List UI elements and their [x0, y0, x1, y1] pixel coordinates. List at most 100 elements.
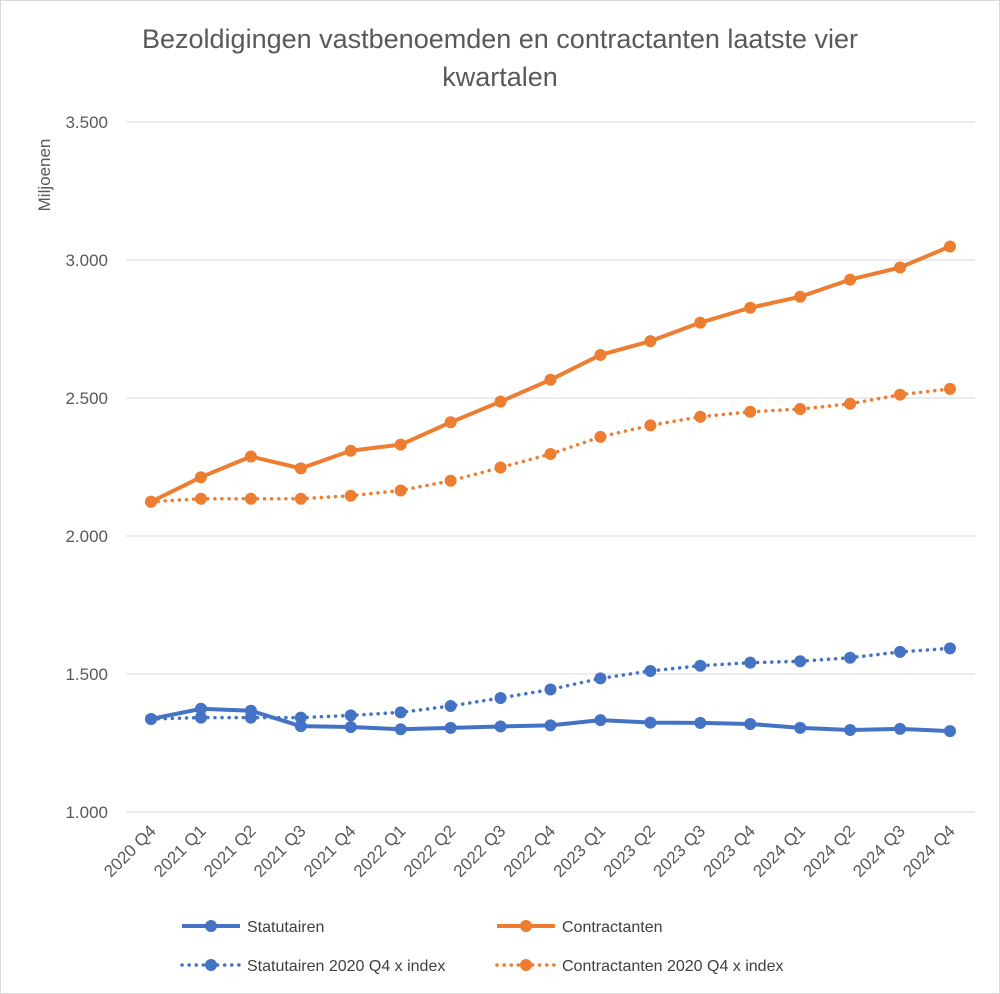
- y-tick-label: 3.500: [65, 113, 108, 132]
- data-point: [744, 405, 757, 418]
- legend-label: Contractanten: [562, 919, 663, 936]
- data-point: [394, 484, 407, 497]
- legend-marker: [205, 920, 217, 932]
- legend-marker: [520, 920, 532, 932]
- data-point: [944, 725, 956, 738]
- x-tick-label: 2021 Q3: [250, 821, 310, 881]
- data-point: [844, 724, 857, 737]
- legend: Statutairen Contractanten Statutairen 2020…: [180, 919, 783, 975]
- data-point: [644, 335, 657, 348]
- data-point: [344, 720, 357, 733]
- legend-label: Statutairen 2020 Q4 x index: [247, 958, 445, 975]
- y-tick-label: 2.000: [65, 527, 108, 546]
- data-point: [694, 659, 707, 672]
- data-point: [894, 722, 907, 735]
- legend-item: Statutairen 2020 Q4 x index: [180, 958, 445, 975]
- x-tick-label: 2022 Q2: [400, 821, 460, 881]
- data-point: [944, 240, 956, 253]
- data-point: [494, 395, 507, 408]
- data-point: [294, 711, 307, 724]
- data-point: [844, 273, 857, 286]
- x-tick-label: 2022 Q1: [350, 821, 410, 881]
- series-3: [145, 382, 956, 508]
- data-point: [594, 672, 607, 685]
- y-axis-ticks: 1.000 1.500 2.000 2.500 3.000 3.500: [65, 113, 108, 822]
- data-point: [944, 382, 956, 395]
- data-point: [544, 373, 557, 386]
- data-point: [294, 720, 307, 733]
- data-point: [644, 716, 657, 729]
- data-point: [444, 416, 457, 429]
- y-tick-label: 1.500: [65, 665, 108, 684]
- data-point: [744, 717, 757, 730]
- data-point: [294, 492, 307, 505]
- x-tick-label: 2023 Q1: [550, 821, 610, 881]
- legend-item: Contractanten 2020 Q4 x index: [495, 958, 783, 975]
- data-point: [444, 721, 457, 734]
- data-point: [194, 711, 207, 724]
- data-point: [794, 655, 807, 668]
- data-point: [594, 348, 607, 361]
- x-tick-label: 2024 Q2: [799, 821, 859, 881]
- data-point: [394, 706, 407, 719]
- data-point: [794, 290, 807, 303]
- chart-title-line-2: kwartalen: [442, 62, 558, 92]
- series-0: [145, 702, 956, 738]
- data-point: [145, 712, 157, 725]
- y-tick-label: 1.000: [65, 803, 108, 822]
- data-point: [694, 716, 707, 729]
- data-point: [944, 642, 956, 655]
- x-tick-label: 2022 Q4: [500, 821, 560, 881]
- y-tick-label: 2.500: [65, 389, 108, 408]
- x-tick-label: 2023 Q4: [700, 821, 760, 881]
- legend-marker: [205, 959, 217, 971]
- x-tick-label: 2020 Q4: [100, 821, 160, 881]
- data-point: [894, 261, 907, 274]
- data-point: [194, 702, 207, 715]
- data-point: [444, 474, 457, 487]
- data-point: [194, 492, 207, 505]
- series-line: [149, 387, 952, 504]
- data-point: [394, 723, 407, 736]
- x-tick-label: 2021 Q1: [150, 821, 210, 881]
- data-point: [394, 438, 407, 451]
- data-point: [744, 301, 757, 314]
- legend-item: Statutairen: [182, 919, 324, 936]
- data-point: [844, 651, 857, 664]
- chart-title-line-1: Bezoldigingen vastbenoemden en contracta…: [142, 24, 858, 54]
- data-point: [694, 410, 707, 423]
- data-point: [844, 397, 857, 410]
- data-point: [344, 489, 357, 502]
- data-point: [294, 462, 307, 475]
- data-point: [244, 492, 257, 505]
- data-point: [444, 700, 457, 713]
- x-tick-label: 2024 Q1: [749, 821, 809, 881]
- series-group: [145, 240, 956, 738]
- data-point: [694, 316, 707, 329]
- data-point: [494, 720, 507, 733]
- legend-marker: [520, 959, 532, 971]
- data-point: [145, 495, 157, 508]
- data-point: [794, 721, 807, 734]
- data-point: [544, 448, 557, 461]
- data-point: [794, 403, 807, 416]
- data-point: [744, 656, 757, 669]
- data-point: [344, 709, 357, 722]
- data-point: [644, 419, 657, 432]
- data-point: [244, 450, 257, 463]
- legend-item: Contractanten: [497, 919, 663, 936]
- data-point: [494, 692, 507, 705]
- x-tick-label: 2021 Q4: [300, 821, 360, 881]
- data-point: [644, 664, 657, 677]
- data-point: [594, 714, 607, 727]
- data-point: [244, 711, 257, 724]
- data-point: [594, 430, 607, 443]
- y-axis-title: Miljoenen: [35, 139, 54, 212]
- x-tick-label: 2023 Q3: [650, 821, 710, 881]
- legend-label: Contractanten 2020 Q4 x index: [562, 958, 783, 975]
- data-point: [544, 683, 557, 696]
- series-1: [145, 240, 956, 508]
